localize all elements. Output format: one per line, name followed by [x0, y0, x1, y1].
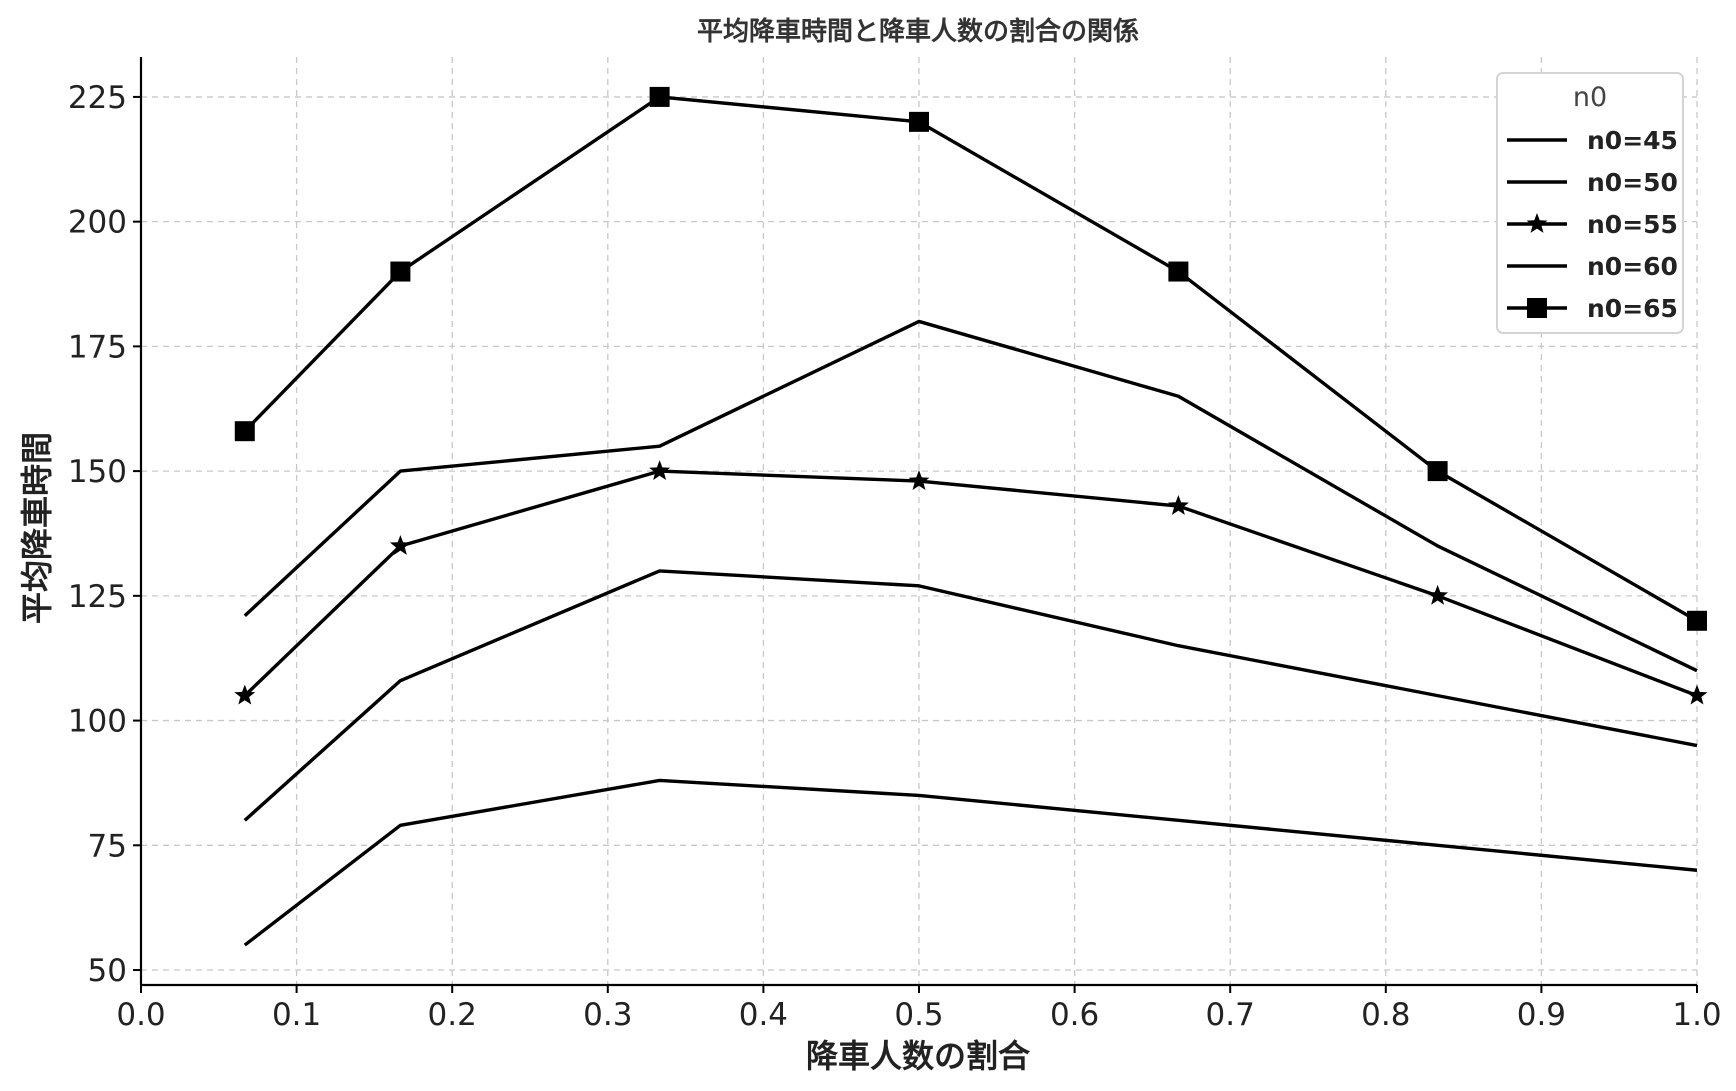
square-marker: [1527, 298, 1547, 318]
legend-entry: n0=50: [1507, 168, 1678, 197]
legend-label: n0=50: [1587, 168, 1678, 197]
legend-entry: n0=45: [1507, 126, 1678, 155]
star-marker: [908, 470, 930, 490]
star-marker: [649, 460, 671, 481]
y-tick-label: 225: [68, 80, 127, 116]
x-tick-label: 0.2: [428, 997, 477, 1033]
series-n0=65: [234, 86, 1707, 631]
x-tick-label: 0.4: [739, 997, 788, 1033]
legend-entry: n0=55: [1507, 210, 1678, 239]
x-tick-label: 0.3: [583, 997, 632, 1033]
x-tick-label: 0.9: [1517, 997, 1566, 1033]
series-line: [243, 469, 1698, 698]
star-marker: [1686, 684, 1708, 705]
legend-box: [1496, 72, 1684, 334]
y-tick-label: 200: [68, 205, 127, 241]
square-marker: [649, 86, 670, 107]
y-tick-label: 50: [88, 953, 127, 989]
series-line: [243, 778, 1698, 947]
series-line: [243, 319, 1698, 673]
square-marker: [390, 261, 411, 282]
x-tick-label: 0.7: [1206, 997, 1255, 1033]
series-n0=55: [234, 460, 1708, 705]
x-tick-label: 0.6: [1050, 997, 1099, 1033]
legend-label: n0=55: [1587, 210, 1678, 239]
y-tick-label: 125: [68, 579, 127, 615]
x-tick-label: 1.0: [1672, 997, 1721, 1033]
series-n0=60: [243, 319, 1698, 673]
star-marker: [389, 534, 411, 555]
star-marker: [1526, 213, 1548, 233]
legend-label: n0=65: [1587, 294, 1678, 323]
series-n0=45: [243, 778, 1698, 947]
series-line: [243, 95, 1698, 623]
y-tick-label: 75: [88, 828, 127, 864]
star-marker: [1427, 584, 1449, 605]
star-marker: [1167, 495, 1189, 515]
y-tick-label: 150: [68, 454, 127, 490]
x-tick-label: 0.1: [272, 997, 321, 1033]
square-marker: [909, 111, 929, 132]
legend: n0 n0=45 n0=50 n0=55 n0=60 n0=65: [1496, 72, 1684, 334]
legend-label: n0=60: [1587, 252, 1678, 281]
y-axis-label: 平均降車時間: [18, 432, 56, 624]
square-marker: [1168, 261, 1189, 282]
legend-title: n0: [1573, 82, 1607, 113]
x-axis-label: 降車人数の割合: [806, 1037, 1030, 1075]
square-marker: [1427, 461, 1448, 482]
series-group: [234, 86, 1708, 947]
y-tick-label: 175: [68, 329, 127, 365]
chart-title: 平均降車時間と降車人数の割合の関係: [697, 16, 1139, 47]
y-tick-label: 100: [68, 704, 127, 740]
x-tick-label: 0.8: [1361, 997, 1410, 1033]
x-tick-label: 0.5: [894, 997, 943, 1033]
square-marker: [234, 421, 255, 442]
x-tick-label: 0.0: [116, 997, 165, 1033]
legend-label: n0=45: [1587, 126, 1678, 155]
axes: 0.0 0.1 0.2 0.3 0.4 0.5 0.6 0.7 0.8 0.9 1.0 50 75 100…: [68, 57, 1722, 1033]
series-line: [243, 569, 1698, 822]
legend-entry: n0=60: [1507, 252, 1678, 281]
legend-entry: n0=65: [1507, 294, 1678, 323]
series-n0=50: [243, 569, 1698, 822]
square-marker: [1687, 610, 1707, 631]
star-marker: [234, 684, 256, 705]
